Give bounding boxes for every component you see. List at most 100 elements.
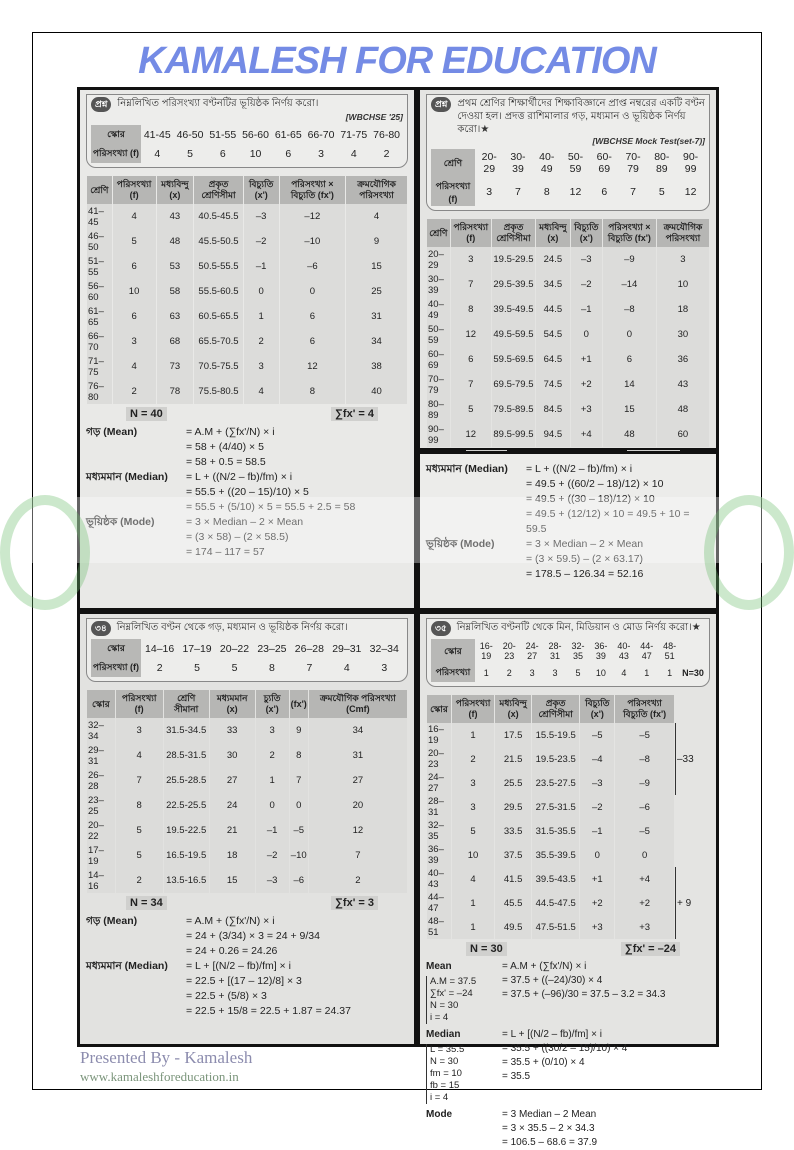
table-cell: 0 — [289, 793, 308, 818]
table-cell: 29.5-39.5 — [491, 272, 536, 297]
calc-group: Mean A.M = 37.5 ∑fx' = –24 N = 30 i = 4 = A.M… — [426, 960, 710, 1028]
given-row: শ্রেণি 20-29 30-39 40-49 50-59 60-69 70-79 80-8… — [431, 149, 705, 177]
given-cell: 14–16 — [145, 642, 175, 655]
calc-row: = (3 × 58) – (2 × 58.5) — [86, 530, 408, 545]
table-cell: 31 — [346, 304, 407, 329]
calc-row: ভূয়িষ্ঠক (Mode) = 3 × Median – 2 × Mean — [86, 515, 408, 530]
table-cell: 50–59 — [427, 322, 450, 347]
total-fx: ∑fx' = 4 — [331, 407, 378, 421]
table-cell: 1 — [255, 768, 289, 793]
given-cell: 26–28 — [294, 642, 324, 655]
table-row: 56–60 10 58 55.5-60.5 0 0 25 — [87, 279, 407, 304]
table-cell: 6 — [279, 329, 346, 354]
calc-row: = 22.5 + [(17 – 12)/8] × 3 — [86, 974, 408, 989]
table-cell: 12 — [450, 422, 491, 447]
given-cell: 61-65 — [274, 128, 302, 141]
given-cell: 16-19 — [479, 641, 493, 661]
table-cell: 5 — [450, 397, 491, 422]
table-cell: 19.5-23.5 — [532, 747, 580, 771]
table-cell: 30–39 — [427, 272, 450, 297]
table-cell: 90–99 — [427, 422, 450, 447]
column-header: মধ্যবিন্দু (x) — [495, 695, 532, 723]
table-cell: 80–89 — [427, 397, 450, 422]
given-cell: 90-99 — [683, 151, 699, 175]
table-cell: 79.5-89.5 — [491, 397, 536, 422]
table-cell: 7 — [308, 843, 407, 868]
given-cell: 36-39 — [594, 641, 608, 661]
calc-row: = 49.5 + ((60/2 – 18)/12) × 10 — [426, 477, 710, 492]
given-row-label: শ্রেণি — [431, 149, 475, 177]
calc-label — [86, 944, 186, 959]
table-cell: 4 — [346, 204, 407, 229]
table-cell: 31.5-35.5 — [532, 819, 580, 843]
table-cell: 51–55 — [87, 254, 112, 279]
table-row: 80–89 5 79.5-89.5 84.5 +3 15 48 — [427, 397, 709, 422]
table-cell: 58 — [156, 279, 194, 304]
table-cell: 1 — [451, 915, 495, 939]
calculation-block: গড় (Mean) = A.M + (∑fx'/N) × i = 58 + (4/… — [86, 425, 408, 560]
calc-group: Mode = 3 Median – 2 Mean = 3 × 35.5 – 2 × … — [426, 1108, 710, 1150]
table-cell: 60–69 — [427, 347, 450, 372]
given-row: পরিসংখ্যা (f) 2 5 5 8 7 4 3 — [91, 658, 403, 677]
table-cell: 43 — [656, 372, 709, 397]
given-cell: 6 — [219, 147, 226, 160]
table-cell: 25 — [346, 279, 407, 304]
calc-row: = 55.5 + ((20 – 15)/10) × 5 — [86, 485, 408, 500]
watermark-band — [0, 497, 794, 563]
given-cell: 8 — [269, 661, 275, 674]
table-cell: 10 — [656, 272, 709, 297]
table-cell: 44.5 — [536, 297, 570, 322]
table-cell: 3 — [450, 247, 491, 272]
table-cell: 34.5 — [536, 272, 570, 297]
given-cell: 3 — [486, 185, 493, 198]
table-row: 24–27 3 25.5 23.5-27.5 –3 –9 — [427, 771, 709, 795]
table-cell: 45.5-50.5 — [194, 229, 243, 254]
calc-row: = 55.5 + (5/10) × 5 = 55.5 + 2.5 = 58 — [86, 500, 408, 515]
given-row-label: পরিসংখ্যা (f) — [91, 658, 141, 677]
table-cell: –3 — [243, 204, 279, 229]
column-header: প্রকৃত শ্রেণিসীমা — [194, 176, 243, 204]
table-cell: 34 — [308, 718, 407, 743]
calc-label: ভূয়িষ্ঠক (Mode) — [86, 516, 155, 528]
table-cell: 36–39 — [427, 843, 451, 867]
table-cell: 48–51 — [427, 915, 451, 939]
given-cell: 76-80 — [373, 128, 400, 141]
calc-label — [86, 455, 186, 470]
given-value: N = 30 — [430, 1056, 459, 1067]
calc-row: = 58 + 0.5 = 58.5 — [86, 455, 408, 470]
column-header: ক্রমযৌগিক পরিসংখ্যা (Cmf) — [308, 690, 407, 718]
given-distribution-table: শ্রেণি 20-29 30-39 40-49 50-59 60-69 70-79 80-8… — [431, 149, 705, 206]
given-cell: 3 — [318, 147, 324, 160]
question-header: প্রশ্ন নিম্নলিখিত পরিসংখ্যা বণ্টনটির ভূয়… — [91, 97, 403, 112]
calc-line: = 3 × 35.5 – 2 × 34.3 — [502, 1123, 595, 1134]
question-header: ৩৪ নিম্নলিখিত বণ্টন থেকে গড়, মধ্যমান ও ভ… — [91, 621, 403, 636]
table-cell: –3 — [255, 868, 289, 893]
given-cell: 51-55 — [209, 128, 237, 141]
watermark-url: www.kamaleshforeducation.in — [80, 1069, 239, 1084]
question-badge: প্রশ্ন — [91, 97, 112, 112]
given-cell: 12 — [569, 185, 582, 198]
table-header-row: শ্রেণি পরিসংখ্যা (f) মধ্যবিন্দু (x) প্রকৃত … — [87, 176, 407, 204]
table-cell: –2 — [243, 229, 279, 254]
table-cell: 0 — [570, 322, 602, 347]
panel-question-1: প্রশ্ন নিম্নলিখিত পরিসংখ্যা বণ্টনটির ভূয়… — [77, 87, 417, 611]
table-row: 41–45 4 43 40.5-45.5 –3 –12 4 — [87, 204, 407, 229]
given-cell: 20-23 — [502, 641, 516, 661]
table-cell: 61–65 — [87, 304, 112, 329]
table-cell: 54.5 — [536, 322, 570, 347]
table-cell: 33 — [209, 718, 255, 743]
table-row: 71–75 4 73 70.5-75.5 3 12 38 — [87, 354, 407, 379]
table-cell: 44–47 — [427, 891, 451, 915]
calc-label: Median — [426, 1029, 461, 1040]
calc-line: = A.M + (∑fx'/N) × i — [186, 426, 275, 438]
given-cell: 8 — [543, 185, 550, 198]
calc-label: মধ্যমমান (Median) — [426, 463, 508, 475]
table-cell: 38 — [346, 354, 407, 379]
table-cell: 5 — [115, 843, 163, 868]
given-cell: 3 — [381, 661, 388, 674]
calc-line: = 35.5 + (0/10) × 4 — [502, 1057, 585, 1068]
given-cell: 32–34 — [369, 642, 399, 655]
given-row: পরিসংখ্যা (f) 3 7 8 12 6 7 5 12 — [431, 177, 705, 206]
calc-label: ভূয়িষ্ঠক (Mode) — [426, 538, 495, 550]
table-cell: 6 — [112, 254, 156, 279]
